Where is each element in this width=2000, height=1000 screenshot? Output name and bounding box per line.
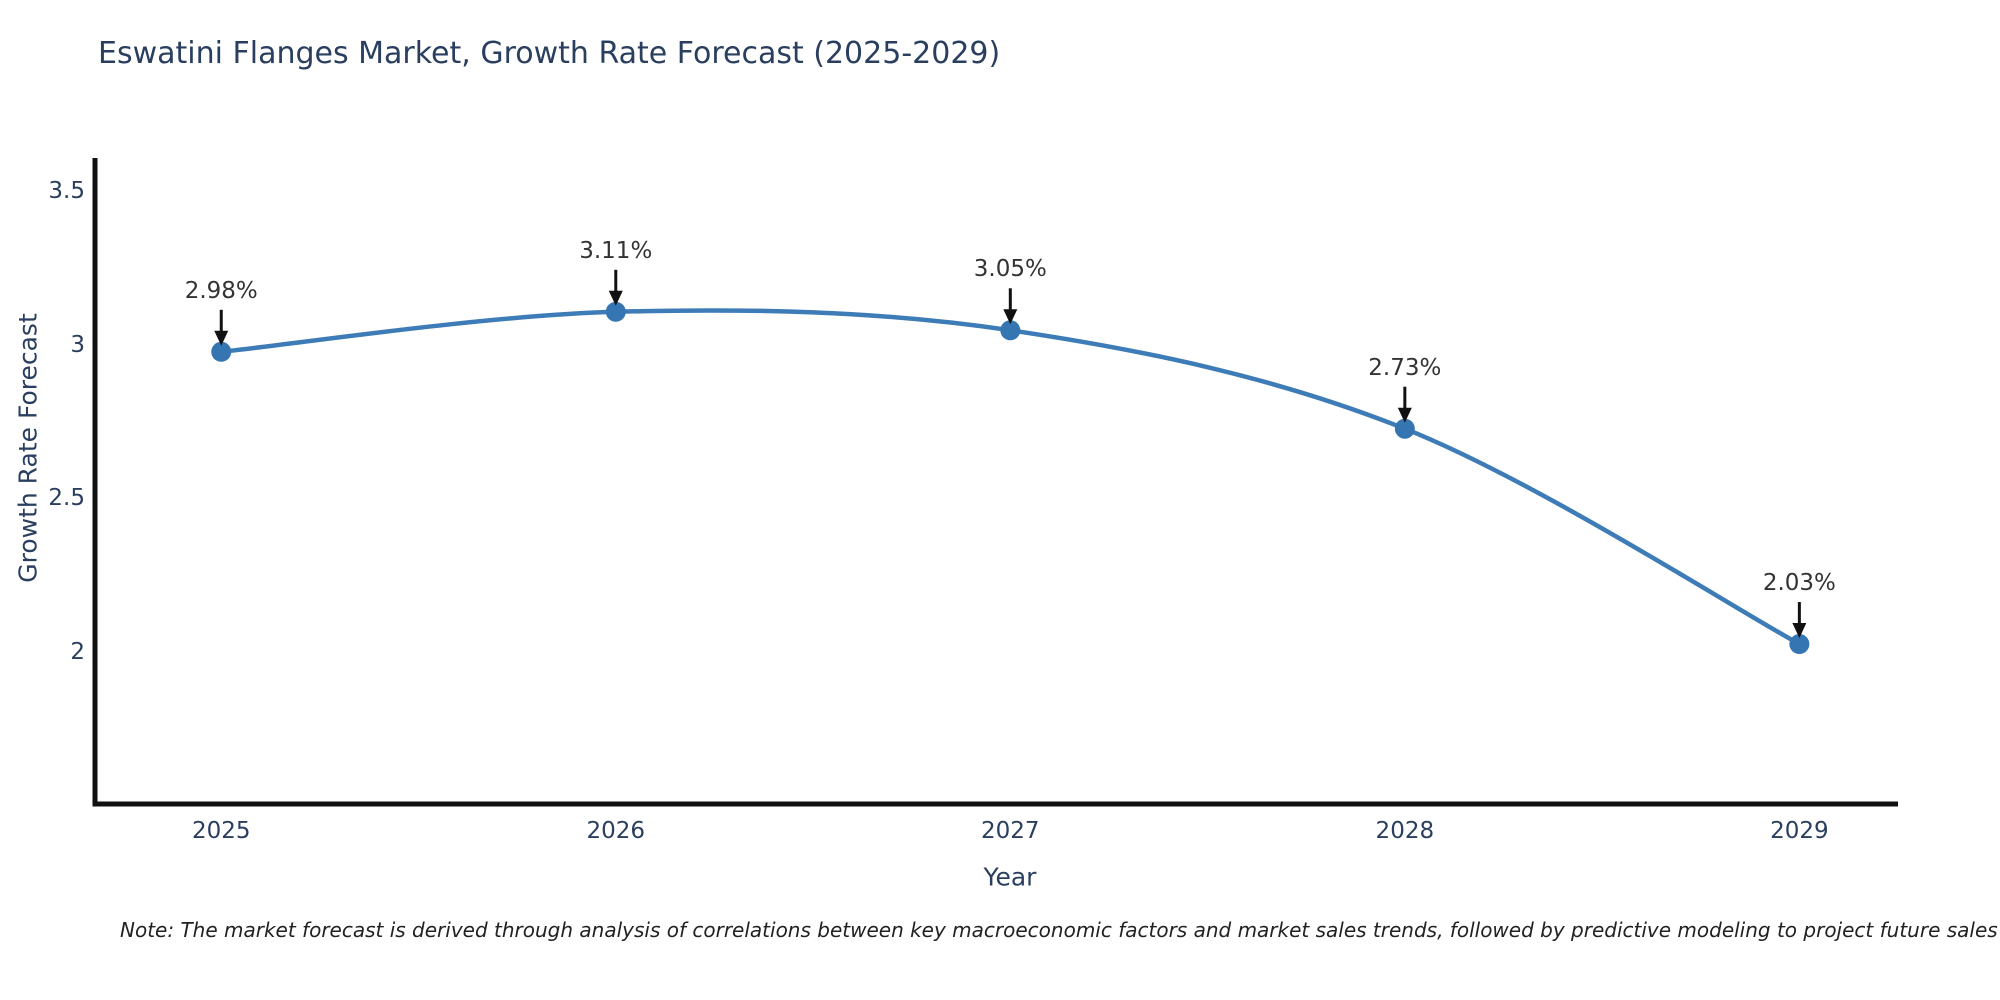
y-tick-label: 3.5 (48, 177, 85, 204)
data-point-marker[interactable] (1000, 320, 1021, 341)
annotation-arrowhead-icon (1003, 309, 1018, 325)
data-point-marker[interactable] (605, 301, 626, 322)
y-tick-label: 2.5 (48, 485, 85, 512)
x-tick-label: 2025 (191, 818, 251, 844)
y-tick-label: 3 (70, 331, 85, 358)
x-tick-label: 2027 (981, 818, 1040, 844)
annotation-arrowhead-icon (1792, 623, 1807, 639)
x-tick-label: 2026 (586, 818, 646, 844)
x-axis-title: Year (983, 862, 1037, 892)
point-value-label: 3.05% (973, 256, 1047, 283)
point-value-label: 2.73% (1368, 354, 1442, 381)
point-value-label: 2.98% (184, 277, 258, 304)
chart-title: Eswatini Flanges Market, Growth Rate For… (98, 36, 1001, 71)
point-value-label: 3.11% (579, 237, 653, 264)
annotation-arrowhead-icon (1397, 407, 1412, 423)
annotation-arrowhead-icon (214, 330, 229, 346)
data-point-marker[interactable] (211, 341, 232, 362)
data-point-marker[interactable] (1394, 418, 1415, 439)
footnote: Note: The market forecast is derived thr… (120, 918, 1998, 942)
x-tick-label: 2029 (1770, 818, 1829, 844)
x-tick-label: 2028 (1375, 818, 1435, 844)
y-tick-label: 2 (70, 639, 85, 666)
annotation-arrowhead-icon (608, 290, 623, 306)
forecast-line (218, 308, 1802, 647)
data-point-marker[interactable] (1789, 634, 1810, 655)
point-value-label: 2.03% (1762, 570, 1836, 597)
